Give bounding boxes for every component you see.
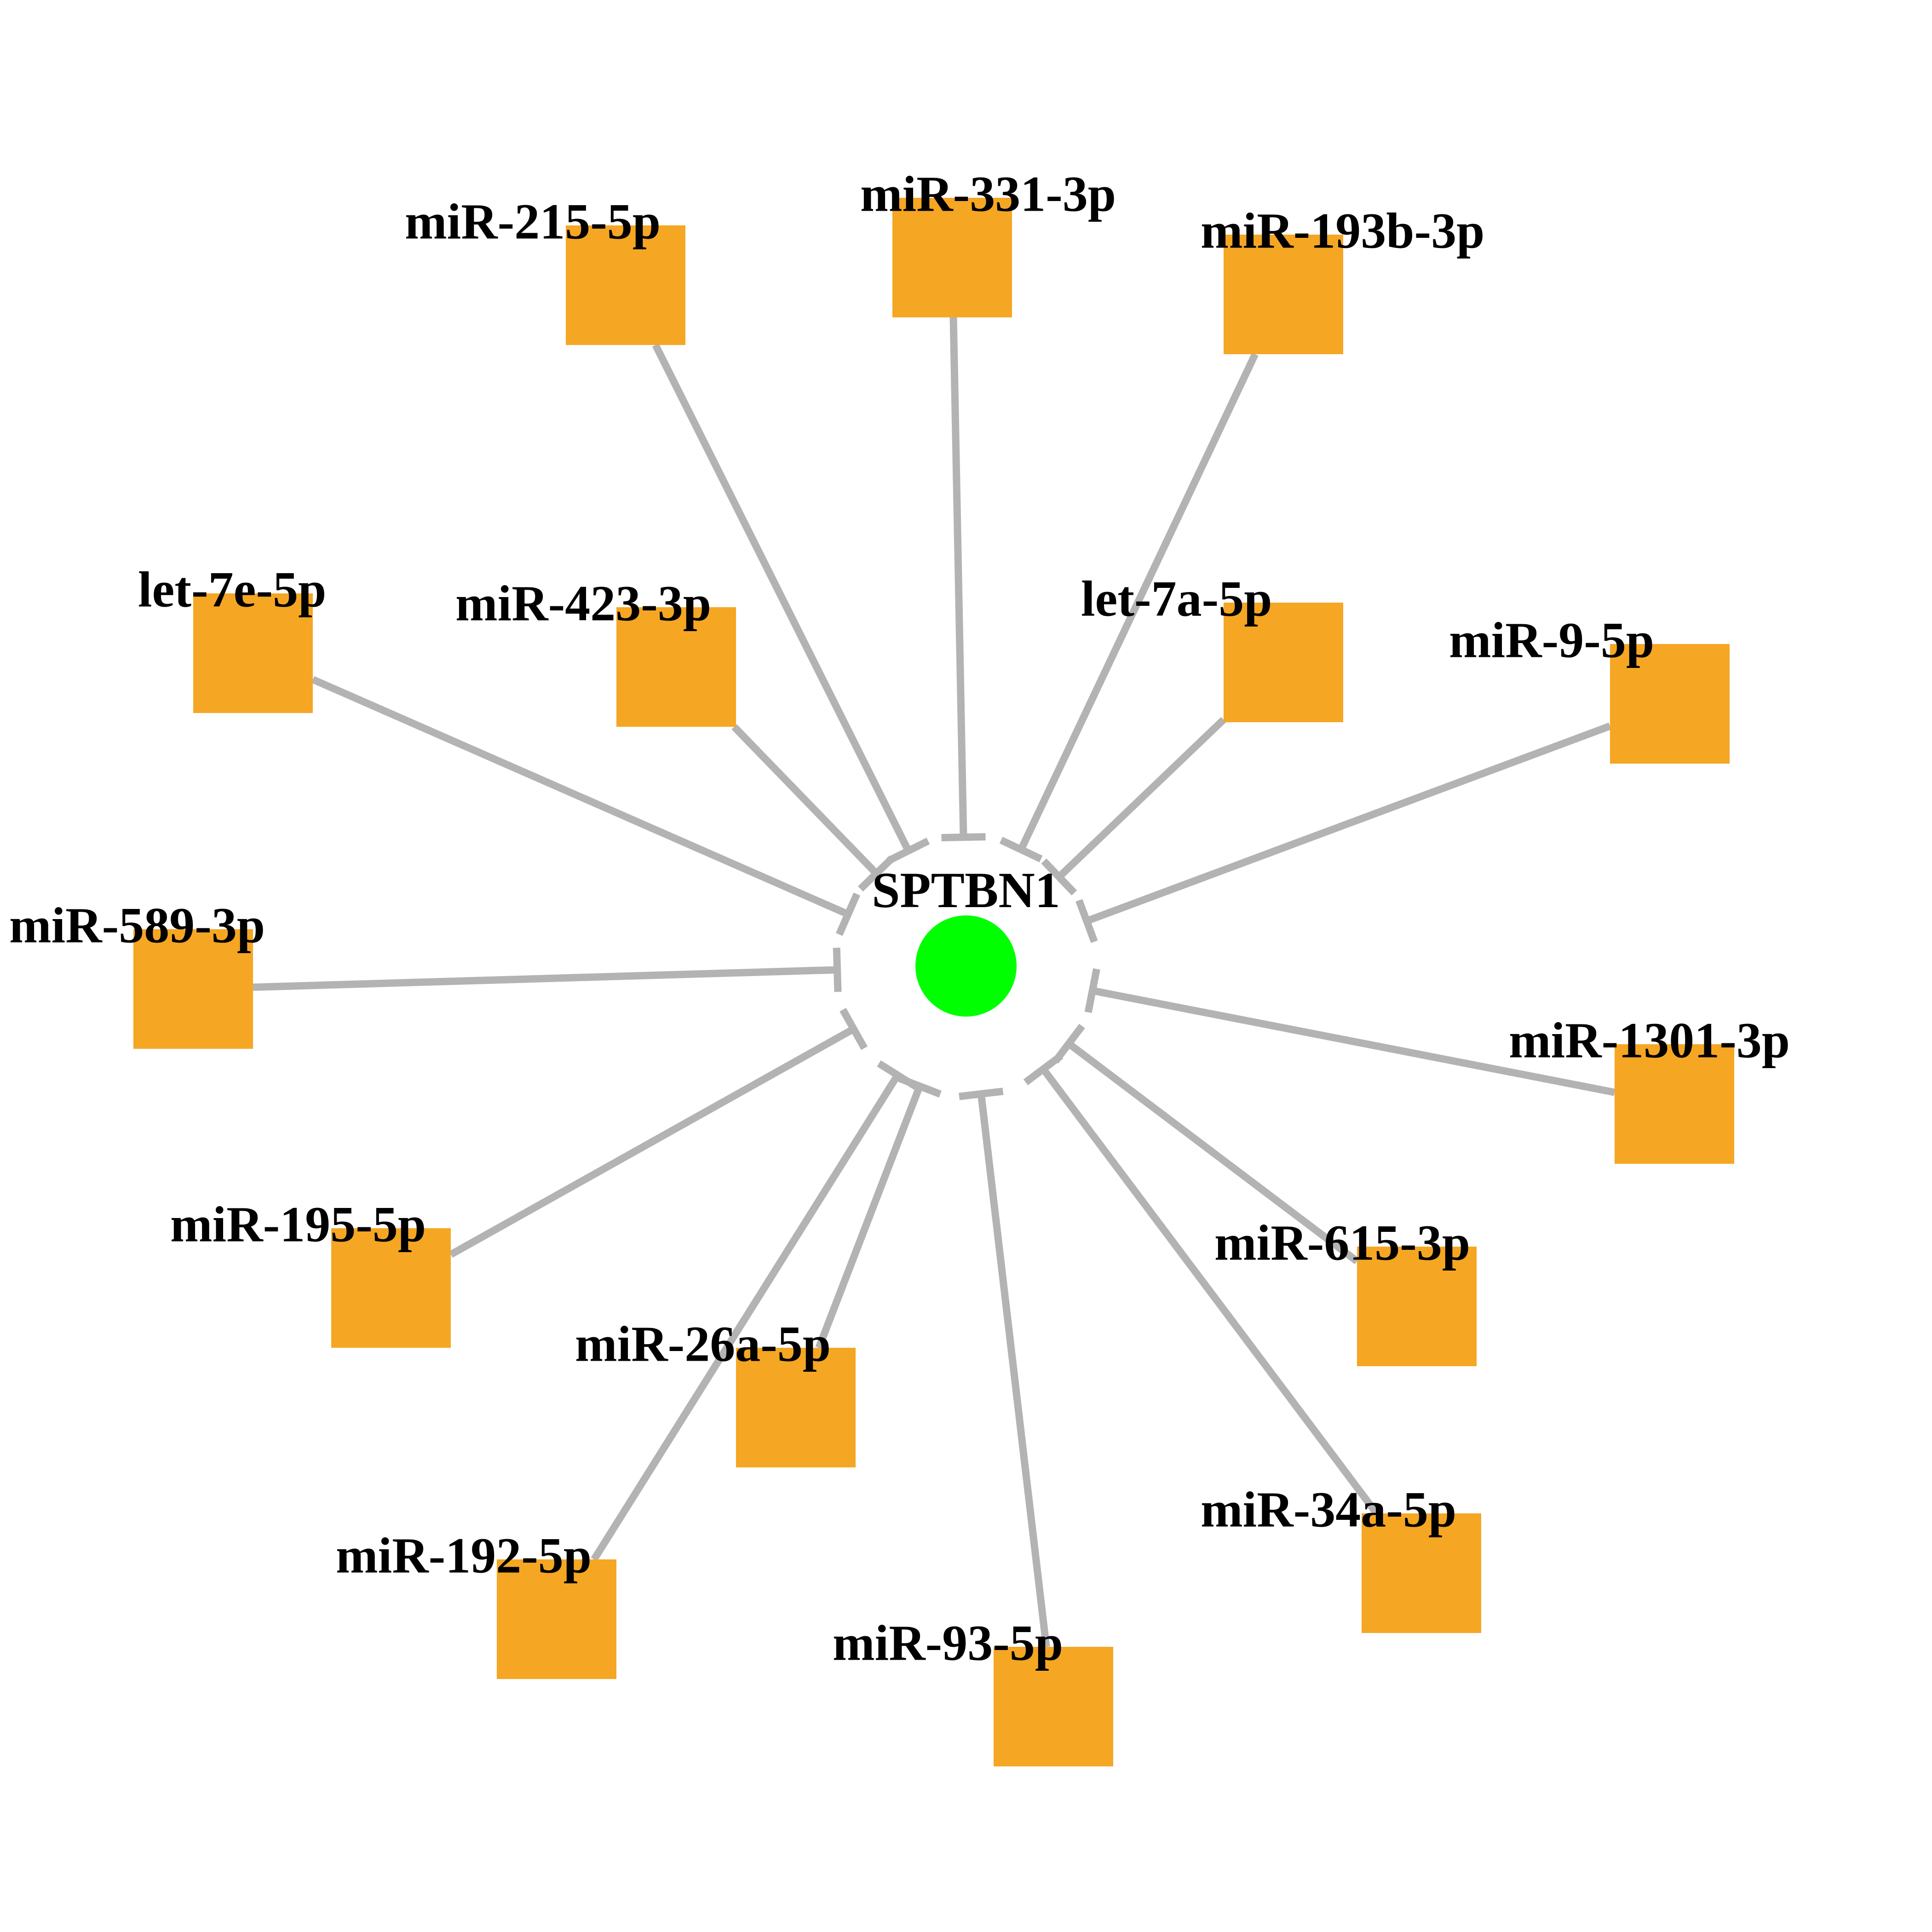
center-label: SPTBN1 — [872, 862, 1060, 918]
mirna-label: miR-615-3p — [1214, 1214, 1470, 1271]
mirna-label: miR-9-5p — [1449, 612, 1654, 668]
edge-tbar — [959, 1091, 1003, 1096]
edge-tbar — [843, 1010, 864, 1048]
edge-tbar — [942, 837, 986, 838]
mirna-node: miR-1301-3p — [1509, 1012, 1790, 1164]
mirna-node: miR-423-3p — [455, 575, 736, 727]
mirna-node: miR-192-5p — [336, 1527, 616, 1679]
edge — [1043, 1069, 1377, 1513]
edge-tbar — [1026, 1056, 1061, 1082]
mirna-node: miR-615-3p — [1214, 1214, 1477, 1366]
mirna-node: miR-331-3p — [860, 166, 1116, 317]
network-diagram: miR-331-3p miR-193b-3p let-7a-5p miR-9-5p mi… — [0, 0, 1932, 1932]
mirna-label: miR-93-5p — [833, 1615, 1063, 1671]
mirna-node: miR-34a-5p — [1201, 1481, 1481, 1633]
mirna-label: miR-589-3p — [9, 897, 265, 953]
mirna-label: miR-215-5p — [405, 193, 661, 249]
mirna-label: miR-26a-5p — [575, 1316, 831, 1372]
mirna-node: miR-9-5p — [1449, 612, 1730, 764]
edge-tbar — [837, 948, 838, 992]
mirna-label: miR-193b-3p — [1201, 202, 1484, 259]
mirna-node: miR-589-3p — [9, 897, 265, 1049]
mirna-label: miR-195-5p — [170, 1196, 426, 1252]
mirna-node: miR-215-5p — [405, 193, 685, 345]
mirna-label: let-7a-5p — [1081, 570, 1272, 627]
mirna-node: miR-26a-5p — [575, 1316, 856, 1467]
edge — [253, 970, 837, 987]
mirna-label: miR-1301-3p — [1509, 1012, 1790, 1068]
edge — [981, 1094, 1046, 1647]
center-layer: SPTBN1 — [872, 862, 1060, 1017]
mirna-label: let-7e-5p — [138, 561, 326, 617]
mirna-node: miR-93-5p — [833, 1615, 1113, 1766]
mirna-node: miR-193b-3p — [1201, 202, 1484, 354]
nodes-layer: miR-331-3p miR-193b-3p let-7a-5p miR-9-5p mi… — [9, 166, 1790, 1766]
mirna-label: miR-192-5p — [336, 1527, 592, 1583]
edge — [954, 317, 964, 837]
edge — [1087, 726, 1610, 921]
center-node — [915, 915, 1017, 1017]
edge — [451, 1029, 854, 1254]
edge — [1059, 719, 1224, 877]
mirna-node: let-7e-5p — [138, 561, 326, 713]
edge — [313, 679, 848, 914]
mirna-label: miR-331-3p — [860, 166, 1116, 222]
mirna-label: miR-34a-5p — [1201, 1481, 1456, 1537]
mirna-label: miR-423-3p — [455, 575, 711, 631]
edge-tbar — [1088, 969, 1097, 1012]
mirna-node: miR-195-5p — [170, 1196, 451, 1348]
